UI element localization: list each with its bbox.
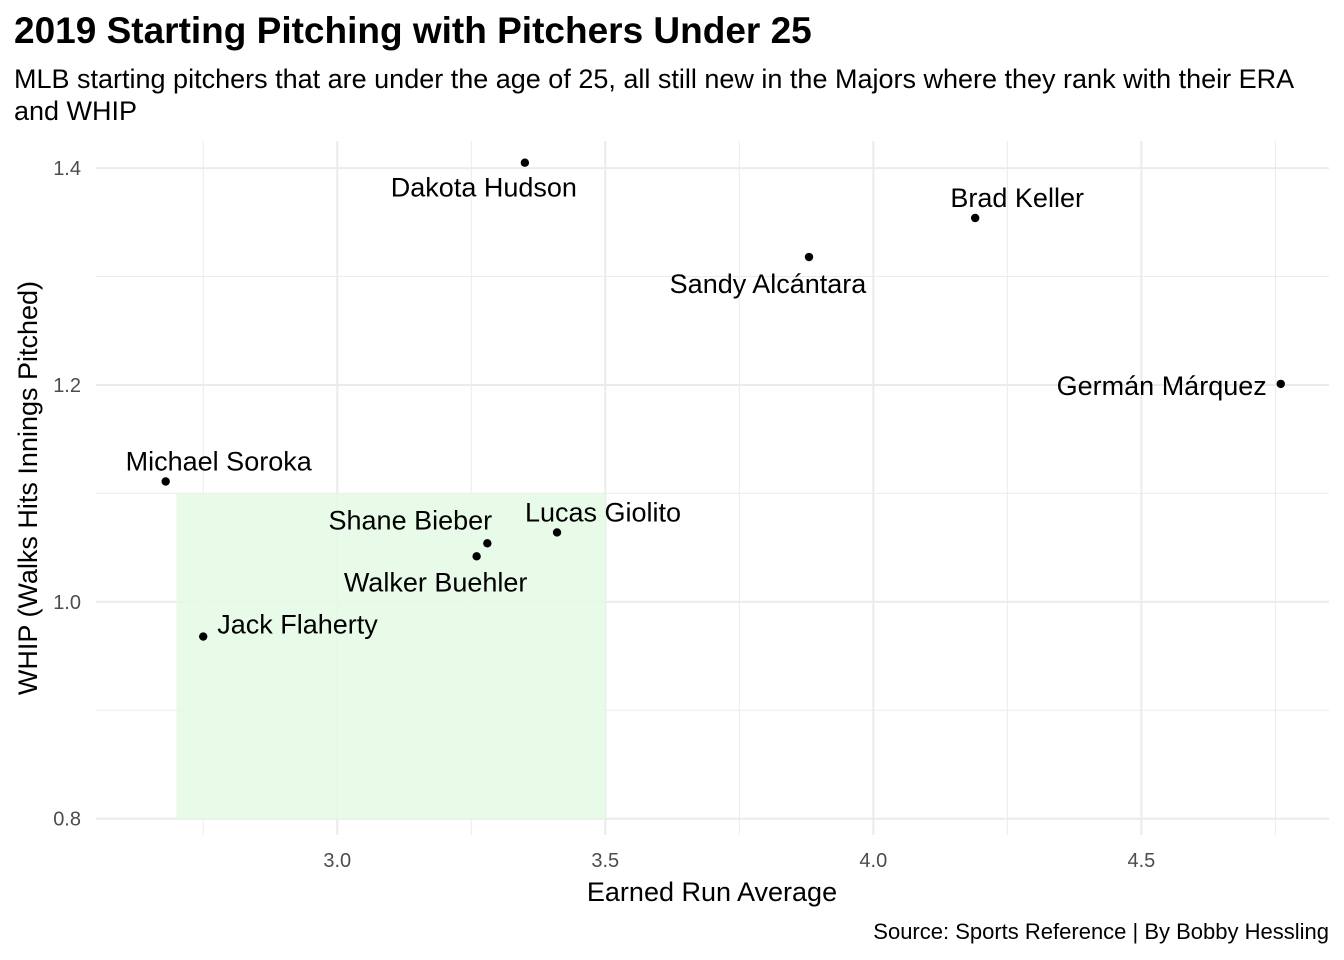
x-tick-label: 3.0 <box>323 850 351 872</box>
major-gridlines <box>96 141 1329 835</box>
point-label: Jack Flaherty <box>217 610 378 640</box>
data-point <box>970 213 980 223</box>
data-points <box>161 158 1285 641</box>
point-label: Sandy Alcántara <box>670 269 868 299</box>
data-point <box>472 552 481 561</box>
point-labels: Dakota Hudson Brad Keller Sandy Alcántara G… <box>126 173 1267 640</box>
chart-subtitle: MLB starting pitchers that are under the… <box>14 64 1293 126</box>
y-tick-label: 1.4 <box>53 158 81 180</box>
x-tick-label: 3.5 <box>591 850 619 872</box>
x-axis-title: Earned Run Average <box>587 877 837 907</box>
data-point <box>161 477 170 486</box>
y-tick-label: 0.8 <box>53 809 81 831</box>
data-point <box>520 158 530 167</box>
x-tick-labels: 3.0 3.5 4.0 4.5 <box>323 850 1155 872</box>
y-tick-labels: 0.8 1.0 1.2 1.4 <box>53 158 81 831</box>
point-label: Michael Soroka <box>126 446 313 476</box>
point-label: Germán Márquez <box>1057 371 1267 401</box>
point-label: Shane Bieber <box>329 505 493 535</box>
data-point <box>552 528 562 537</box>
x-tick-label: 4.0 <box>859 850 887 872</box>
y-tick-label: 1.2 <box>53 375 81 397</box>
data-point <box>483 539 492 548</box>
data-point <box>1276 379 1285 389</box>
source-caption: Source: Sports Reference | By Bobby Hess… <box>873 919 1329 944</box>
data-point <box>804 252 814 262</box>
point-label: Walker Buehler <box>344 567 528 597</box>
point-label: Dakota Hudson <box>391 173 577 203</box>
y-axis-title: WHIP (Walks Hits Innings Pitched) <box>13 281 43 695</box>
point-label: Lucas Giolito <box>525 497 681 527</box>
x-tick-label: 4.5 <box>1127 850 1155 872</box>
data-point <box>199 632 208 641</box>
highlight-region <box>176 493 606 819</box>
y-tick-label: 1.0 <box>53 592 81 614</box>
chart-title: 2019 Starting Pitching with Pitchers Und… <box>14 10 812 51</box>
point-label: Brad Keller <box>950 183 1084 213</box>
